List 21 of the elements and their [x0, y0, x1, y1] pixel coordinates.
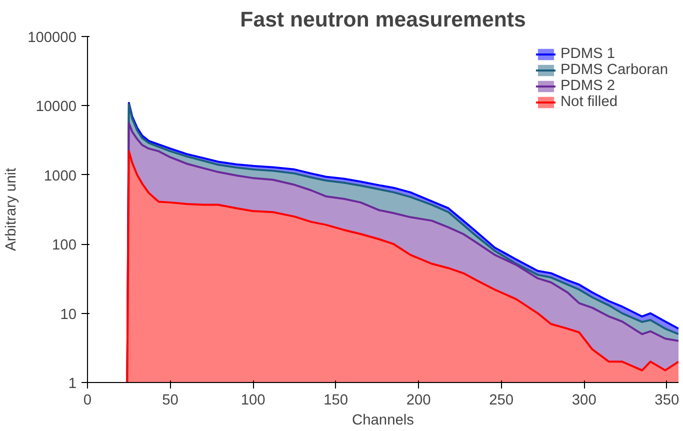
- x-tick-label: 300: [572, 392, 596, 408]
- y-tick-label: 1: [68, 376, 77, 392]
- y-tick-label: 100: [52, 238, 77, 254]
- y-axis-title: Arbitrary unit: [4, 168, 20, 252]
- x-tick-label: 200: [406, 392, 431, 408]
- x-axis-title: Channels: [352, 412, 414, 428]
- y-tick-label: 1000: [44, 168, 77, 184]
- chart-title: Fast neutron measurements: [240, 8, 526, 32]
- legend-label: Not filled: [560, 94, 618, 110]
- x-tick-label: 350: [654, 392, 680, 408]
- legend-label: PDMS 1: [560, 46, 616, 62]
- x-tick-label: 100: [240, 392, 266, 408]
- x-tick-label: 0: [83, 392, 92, 408]
- legend-label: PDMS Carboran: [560, 62, 668, 78]
- x-tick-label: 250: [489, 392, 514, 408]
- legend-label: PDMS 2: [560, 78, 616, 94]
- x-tick-label: 150: [324, 392, 348, 408]
- y-tick-label: 10000: [36, 99, 77, 116]
- y-tick-label: 10: [60, 306, 77, 323]
- x-tick-label: 50: [162, 392, 178, 408]
- y-tick-label: 100000: [28, 30, 77, 46]
